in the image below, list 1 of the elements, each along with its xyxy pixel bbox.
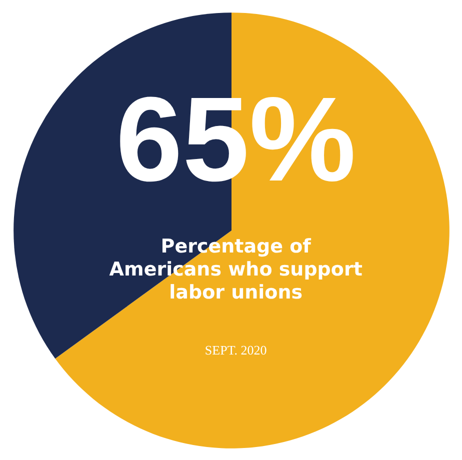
- text: SEPT. 2020: [204, 342, 267, 358]
